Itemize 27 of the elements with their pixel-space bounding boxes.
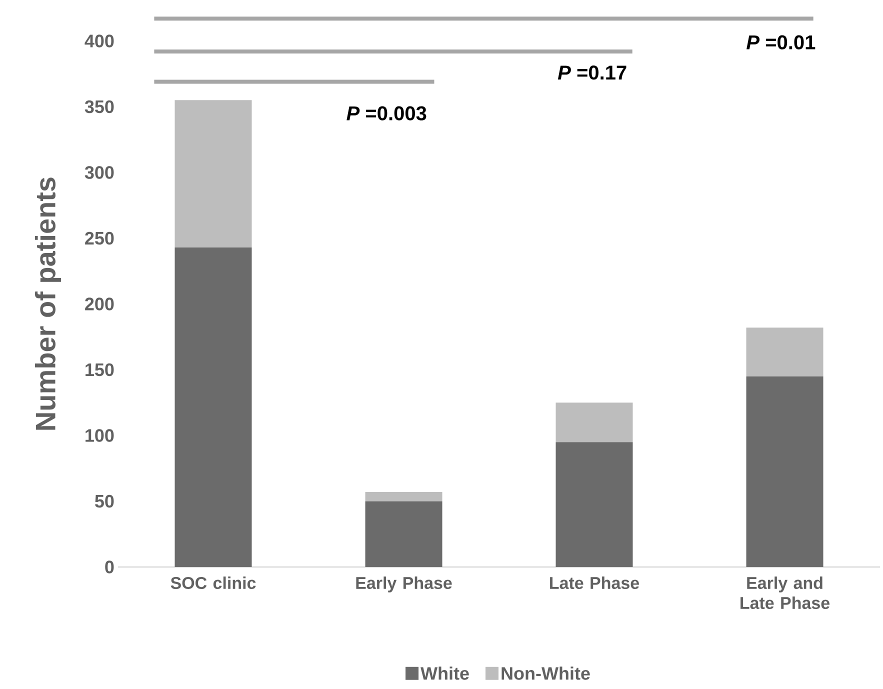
bar: [174, 247, 252, 567]
x-tick-label: Early and Late Phase: [740, 576, 830, 610]
bar: [365, 501, 442, 567]
bar: [746, 376, 824, 567]
annotation: P =0.003: [346, 106, 426, 120]
y-tick-label: 150: [86, 363, 114, 376]
legend-label: White: [420, 666, 469, 680]
x-tick-label: Early Phase: [356, 576, 452, 592]
y-tick-label: 400: [84, 34, 114, 48]
bar: [365, 492, 442, 502]
y-tick-label: 0: [105, 560, 114, 574]
annotation: P =0.17: [558, 65, 626, 80]
y-tick-label: 350: [84, 100, 114, 114]
legend-label: Non-White: [502, 666, 590, 680]
annotation: P =0.01: [746, 35, 816, 50]
x-tick-label: Late Phase: [550, 576, 640, 590]
x-tick-label: SOC clinic: [170, 576, 256, 590]
y-axis-title: Number of patients: [34, 178, 62, 430]
bar: [746, 328, 824, 376]
y-tick-label: 200: [85, 298, 114, 310]
bar: [556, 402, 633, 442]
y-tick-label: 250: [85, 232, 114, 245]
bar: [174, 100, 252, 248]
y-tick-label: 100: [86, 429, 114, 442]
bar: [556, 442, 633, 567]
y-tick-label: 50: [94, 494, 114, 508]
y-tick-label: 300: [84, 166, 114, 179]
